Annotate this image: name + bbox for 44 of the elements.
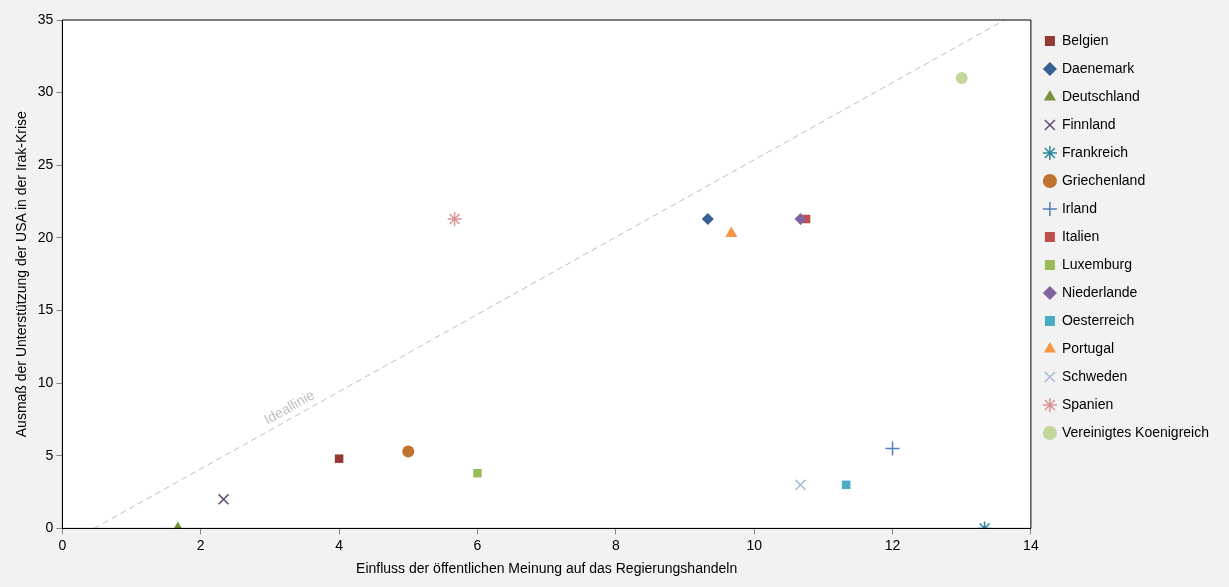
y-tick-label: 25 bbox=[37, 156, 54, 173]
x-tick-label: 0 bbox=[58, 536, 67, 553]
legend-label: Spanien bbox=[1061, 395, 1114, 412]
x-tick-label: 2 bbox=[196, 536, 205, 553]
y-tick-label: 35 bbox=[37, 10, 54, 27]
legend-label: Belgien bbox=[1061, 31, 1109, 48]
x-tick-label: 14 bbox=[1023, 536, 1039, 553]
legend-label: Griechenland bbox=[1061, 171, 1146, 188]
legend-label: Italien bbox=[1061, 227, 1100, 244]
point bbox=[794, 479, 807, 491]
point bbox=[794, 213, 807, 225]
legend-label: Finnland bbox=[1061, 115, 1116, 132]
y-tick-label: 10 bbox=[37, 374, 54, 390]
legend-label: Vereinigtes Koenigreich bbox=[1061, 423, 1210, 440]
x-tick-label: 4 bbox=[335, 536, 344, 553]
point bbox=[725, 226, 738, 238]
legend-label: Daenemark bbox=[1061, 59, 1136, 76]
x-tick-label: 10 bbox=[746, 536, 763, 553]
point bbox=[701, 213, 714, 225]
point bbox=[884, 440, 901, 457]
y-tick-label: 30 bbox=[37, 83, 54, 100]
legend-label: Deutschland bbox=[1061, 87, 1140, 104]
y-axis-title: Ausmaß der Unterstützung der USA in der Irak-Krise bbox=[13, 110, 30, 438]
y-tick-label: 20 bbox=[37, 228, 54, 245]
x-axis-title: Einfluss der öffentlichen Meinung auf das Regierungshandeln bbox=[356, 560, 738, 577]
x-tick-label: 6 bbox=[473, 536, 482, 553]
y-tick-label: 5 bbox=[45, 446, 54, 463]
y-tick-label: 0 bbox=[45, 519, 54, 536]
legend-label: Portugal bbox=[1061, 339, 1115, 356]
legend-label: Oesterreich bbox=[1061, 311, 1135, 328]
point bbox=[402, 445, 415, 458]
legend-label: Frankreich bbox=[1061, 143, 1129, 160]
legend-label: Irland bbox=[1061, 199, 1097, 216]
point bbox=[217, 493, 230, 506]
point bbox=[446, 211, 463, 227]
x-tick-label: 8 bbox=[611, 536, 620, 553]
point bbox=[955, 72, 968, 85]
legend-label: Schweden bbox=[1061, 367, 1128, 384]
legend-label: Luxemburg bbox=[1061, 255, 1132, 272]
point bbox=[334, 454, 344, 463]
legend-label: Niederlande bbox=[1061, 283, 1138, 300]
y-tick-label: 15 bbox=[37, 301, 54, 318]
point bbox=[473, 468, 482, 478]
x-tick-label: 12 bbox=[884, 536, 901, 553]
